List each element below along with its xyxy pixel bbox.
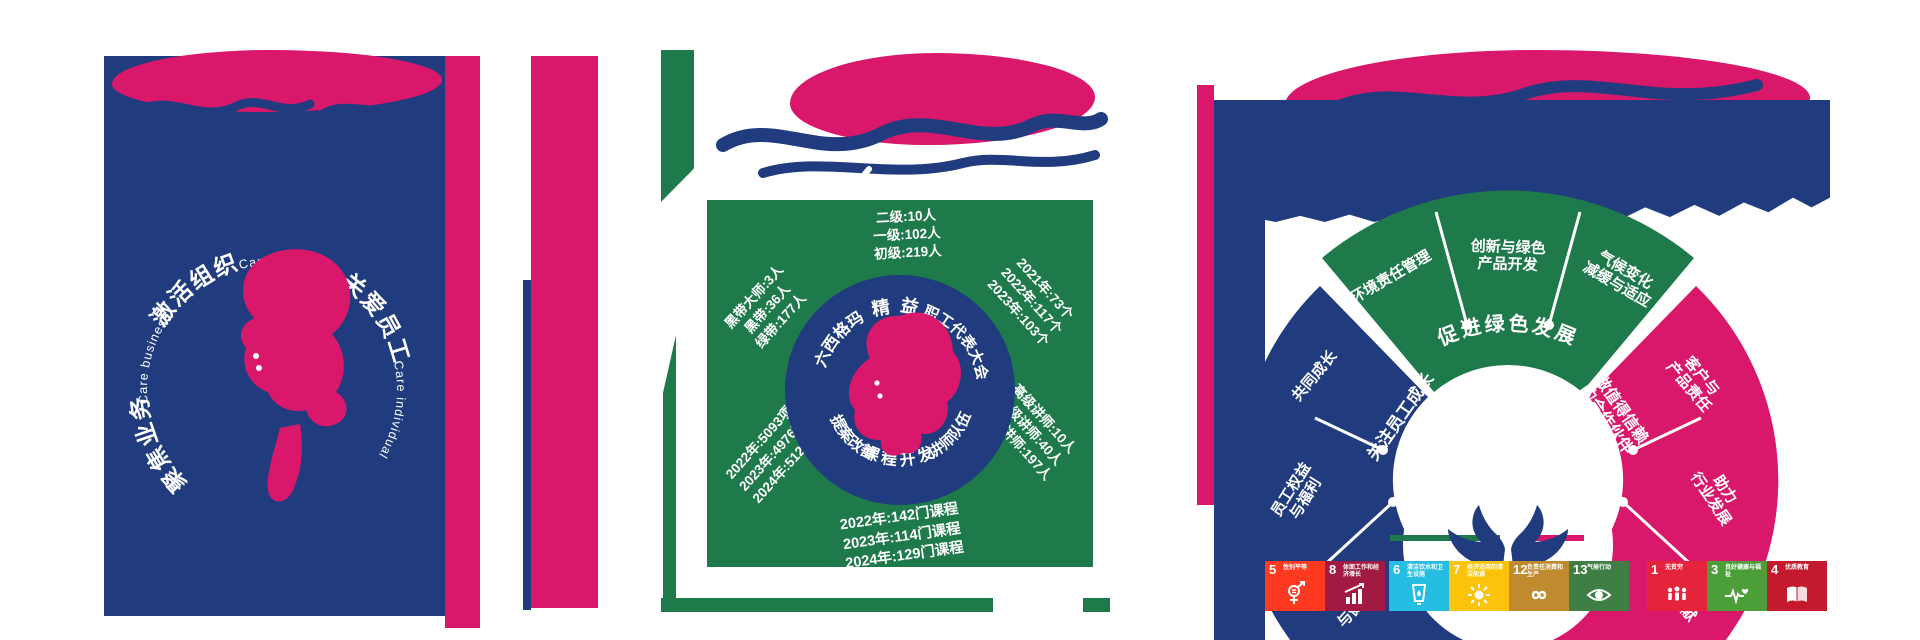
pointer-line [1314,416,1398,572]
pink-sector [1528,286,1779,640]
pointer-line [1618,416,1702,572]
eye-globe-icon [1586,589,1612,601]
sdg-tile: 13 气候行动 [1569,561,1629,611]
middle-green-square: 二级:10人 一级:102人 初级:219人 黑带大师:3人 黑带:36人 绿带… [707,200,1093,572]
people-icon [1667,586,1687,601]
water-icon [1411,584,1427,605]
panel-esg-wheel: 环境责任管理 创新与绿色 产品开发 气候变化 减缓与适应 促进绿色发展 共同成长 [1197,45,1830,640]
ring-label-en: Care individual [376,360,408,462]
middle-bottom-bar [1083,598,1110,612]
check-icon [836,166,872,196]
book-icon [1787,586,1807,602]
sdg-tile: 7 经济适用的清洁能源 [1449,561,1509,611]
calligraphy-artwork [716,112,1108,196]
ring-label-zh: 聚焦业务 [126,394,192,498]
panel-improvement-system: 二级:10人 一级:102人 初级:219人 黑带大师:3人 黑带:36人 绿带… [523,45,1120,625]
middle-ring-diagram: 六西格玛 精益 职工代表大会 提案改善 课程开发 讲师队伍 [785,275,1015,505]
green-sector [1322,190,1694,392]
left-ring-diagram: 聚焦业务 Care business 激活组织 Care organizatio… [126,249,415,502]
middle-pink-band [531,56,598,608]
panel-care-culture: 聚焦业务 Care business 激活组织 Care organizatio… [104,50,480,630]
pointer-line [1434,211,1582,330]
middle-green-ribbon-bottom [663,335,676,598]
sdg-tile: 5 性别平等 [1265,561,1325,611]
sdg-tile: 8 体面工作和经济增长 [1325,561,1385,611]
left-pink-side-band [445,56,480,628]
sdg-tile: 1 无贫穷 [1647,561,1707,611]
pink-mascot-blob [848,312,961,456]
blue-sector [1237,286,1488,640]
ring-label-zh: 激活组织 [146,249,243,331]
green-divider-line [1390,535,1500,541]
sdg-tile: 3 良好健康与福祉 [1707,561,1767,611]
gender-equality-icon [1288,581,1305,604]
middle-bottom-bar [661,598,993,612]
middle-green-ribbon-top [661,50,694,202]
ring-label-zh: 关爱员工 [337,268,415,367]
pink-mascot-blob [240,249,351,502]
svg-text:创新与绿色: 创新与绿色 [1469,237,1546,258]
sdg-tile: 12 负责任消费和生产 [1509,561,1569,611]
middle-navy-sliver [523,280,531,610]
sdg-tile: 4 优质教育 [1767,561,1827,611]
growth-chart-icon [1344,583,1364,604]
heartbeat-icon [1725,587,1749,605]
infinity-icon [1531,590,1547,600]
hands-logo [1448,505,1568,567]
svg-text:产品开发: 产品开发 [1477,254,1539,274]
sun-icon [1468,584,1490,606]
green-petal-label: 创新与绿色 产品开发 [1469,237,1546,274]
sdg-tile: 6 清洁饮水和卫生设施 [1389,561,1449,611]
calligraphy-artwork [135,98,422,129]
right-pink-strip [1197,85,1214,505]
